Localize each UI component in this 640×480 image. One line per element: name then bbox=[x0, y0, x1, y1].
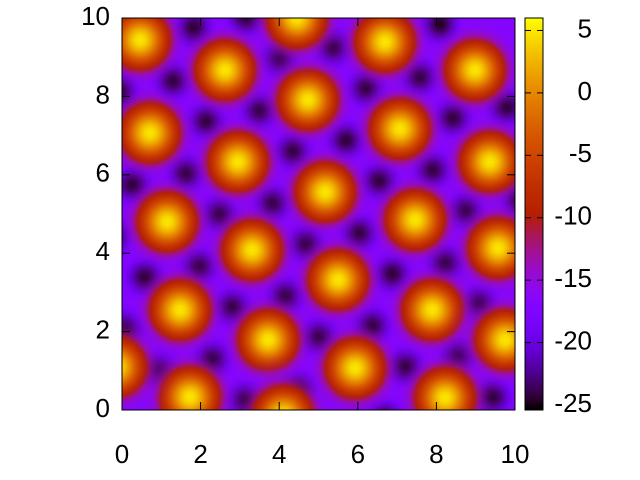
maximum-spot bbox=[237, 18, 356, 77]
colorbar-tick-label: -20 bbox=[554, 325, 592, 355]
colorbar-tick-label: -10 bbox=[554, 201, 592, 231]
x-tick-label: 4 bbox=[272, 439, 286, 469]
maximum-spot bbox=[415, 18, 515, 130]
colorbar-tick-label: 0 bbox=[578, 76, 592, 106]
plot-area bbox=[122, 18, 515, 410]
maximum-spot bbox=[386, 338, 504, 410]
x-tick-label: 8 bbox=[429, 439, 443, 469]
maximum-spot bbox=[224, 356, 342, 410]
y-tick-label: 10 bbox=[81, 1, 110, 31]
y-tick-label: 6 bbox=[96, 158, 110, 188]
colorbar bbox=[524, 17, 544, 411]
colorbar-tick-label: -25 bbox=[554, 388, 592, 418]
y-tick-label: 8 bbox=[96, 79, 110, 109]
y-tick-label: 4 bbox=[96, 236, 110, 266]
x-tick-label: 6 bbox=[351, 439, 365, 469]
maximum-spot bbox=[122, 308, 176, 410]
x-tick-label: 0 bbox=[115, 439, 129, 469]
y-tick-label: 0 bbox=[96, 393, 110, 423]
plot-border bbox=[121, 17, 516, 411]
maximum-spot bbox=[325, 18, 444, 101]
axes: 0 2 4 6 8 10 0 2 4 6 8 10 5 0 -5 -10 -15 -20 -25 bbox=[81, 1, 592, 469]
colorbar-tick-label: -15 bbox=[554, 263, 592, 293]
x-tick-label: 10 bbox=[501, 439, 530, 469]
colorbar-tick-label: -5 bbox=[569, 138, 592, 168]
y-tick-label: 2 bbox=[96, 314, 110, 344]
colorbar-tick-label: 5 bbox=[578, 13, 592, 43]
x-tick-label: 2 bbox=[193, 439, 207, 469]
